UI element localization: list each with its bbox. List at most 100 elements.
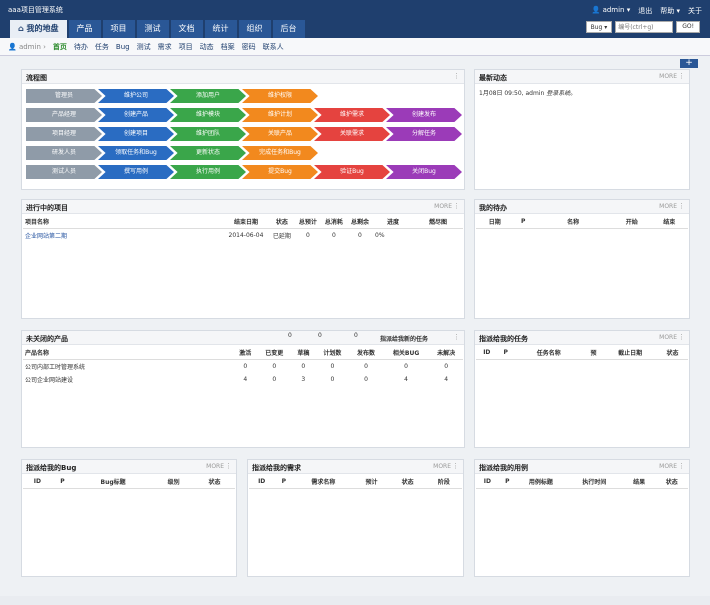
col-header[interactable]: 已变更	[257, 346, 292, 360]
more-link[interactable]: MORE	[659, 203, 677, 210]
subnav-story[interactable]: 需求	[157, 42, 172, 51]
flow-step[interactable]: 维护团队	[170, 127, 246, 141]
col-header[interactable]: 计划数	[315, 346, 350, 360]
flow-step[interactable]: 维护计划	[242, 108, 318, 122]
panel-menu-icon[interactable]: ⋮	[678, 462, 685, 470]
search-go-button[interactable]: GO!	[676, 21, 700, 33]
panel-menu-icon[interactable]: ⋮	[453, 72, 460, 80]
col-header[interactable]: 结束日期	[223, 215, 269, 229]
col-header[interactable]: ID	[476, 475, 499, 489]
col-header[interactable]: P	[498, 475, 516, 489]
col-header[interactable]: 结果	[622, 475, 656, 489]
subnav-bug[interactable]: Bug	[115, 42, 130, 51]
col-header[interactable]: 状态	[268, 215, 295, 229]
col-header[interactable]: 截止日期	[603, 346, 658, 360]
col-header[interactable]: 总剩余	[346, 215, 373, 229]
col-header[interactable]: 相关BUG	[382, 346, 430, 360]
product-name[interactable]: 公司企业网站建设	[25, 377, 74, 384]
col-header[interactable]: 发布数	[349, 346, 383, 360]
col-header[interactable]: 进度	[373, 215, 413, 229]
subnav-test[interactable]: 测试	[136, 42, 151, 51]
flow-step[interactable]: 添加用户	[170, 89, 246, 103]
col-header[interactable]: 日期	[476, 215, 514, 229]
subnav-password[interactable]: 密码	[241, 42, 256, 51]
tab-doc[interactable]: 文档	[170, 20, 203, 38]
col-header[interactable]: 未解决	[429, 346, 463, 360]
flow-step[interactable]: 创建发布	[386, 108, 462, 122]
col-header[interactable]: ID	[23, 475, 52, 489]
more-link[interactable]: MORE	[433, 463, 451, 470]
flow-step[interactable]: 关联产品	[242, 127, 318, 141]
flow-step[interactable]: 维护模块	[170, 108, 246, 122]
panel-menu-icon[interactable]: ⋮	[678, 333, 685, 341]
flow-step[interactable]: 维护需求	[314, 108, 390, 122]
user-menu[interactable]: 👤 admin ▾	[591, 6, 631, 14]
subnav-todo[interactable]: 待办	[73, 42, 88, 51]
col-header[interactable]: 草稿	[291, 346, 316, 360]
tab-company[interactable]: 组织	[238, 20, 271, 38]
col-header[interactable]: 名称	[533, 215, 614, 229]
flow-step[interactable]: 领取任务和Bug	[98, 146, 174, 160]
col-header[interactable]: 状态	[389, 475, 426, 489]
dynamic-entry-action[interactable]: 登录系统	[546, 90, 571, 97]
tab-report[interactable]: 统计	[204, 20, 237, 38]
flow-step[interactable]: 创建产品	[98, 108, 174, 122]
col-header[interactable]: 阶段	[425, 475, 462, 489]
col-header[interactable]: 任务名称	[513, 346, 584, 360]
col-header[interactable]: Bug标题	[73, 475, 154, 489]
panel-menu-icon[interactable]: ⋮	[225, 462, 232, 470]
project-link[interactable]: 企业网站第二期	[25, 233, 68, 240]
col-header[interactable]: P	[497, 346, 514, 360]
panel-menu-icon[interactable]: ⋮	[678, 202, 685, 210]
flow-step[interactable]: 创建项目	[98, 127, 174, 141]
tab-my[interactable]: ⌂ 我的地盘	[10, 20, 67, 38]
col-header[interactable]: 项目名称	[23, 215, 223, 229]
col-header[interactable]: 用例标题	[515, 475, 566, 489]
more-link[interactable]: MORE	[434, 203, 452, 210]
subnav-dynamic[interactable]: 动态	[199, 42, 214, 51]
col-header[interactable]: 状态	[655, 475, 688, 489]
col-header[interactable]: ID	[476, 346, 498, 360]
col-header[interactable]: 预计	[353, 475, 390, 489]
col-header[interactable]: 结束	[650, 215, 688, 229]
col-header[interactable]: 开始	[613, 215, 651, 229]
subnav-project[interactable]: 项目	[178, 42, 193, 51]
col-header[interactable]: 需求名称	[293, 475, 354, 489]
about-link[interactable]: 关于	[688, 7, 702, 15]
flow-step[interactable]: 关联需求	[314, 127, 390, 141]
subnav-home[interactable]: 首页	[52, 42, 67, 51]
flow-step[interactable]: 分解任务	[386, 127, 462, 141]
col-header[interactable]: P	[274, 475, 294, 489]
help-menu[interactable]: 帮助 ▾	[660, 7, 680, 15]
search-type-select[interactable]: Bug ▾	[585, 21, 613, 33]
flow-step[interactable]: 撰写用例	[98, 165, 174, 179]
col-header[interactable]: 激活	[233, 346, 258, 360]
col-header[interactable]: P	[513, 215, 534, 229]
tab-admin[interactable]: 后台	[272, 20, 305, 38]
flow-step[interactable]: 关闭Bug	[386, 165, 462, 179]
flow-step[interactable]: 提交Bug	[242, 165, 318, 179]
tab-test[interactable]: 测试	[136, 20, 169, 38]
col-header[interactable]: 级别	[153, 475, 195, 489]
project-name[interactable]: 企业网站第二期	[23, 229, 223, 243]
subnav-contacts[interactable]: 联系人	[262, 42, 284, 51]
more-link[interactable]: MORE	[659, 463, 677, 470]
flow-step[interactable]: 完成任务和Bug	[242, 146, 318, 160]
product-name[interactable]: 公司内部工时管理系统	[25, 364, 86, 371]
col-header[interactable]: 产品名称	[23, 346, 233, 360]
flow-step[interactable]: 执行用例	[170, 165, 246, 179]
panel-menu-icon[interactable]: ⋮	[453, 333, 460, 341]
add-block-button[interactable]: +	[680, 59, 698, 68]
logout-link[interactable]: 退出	[638, 7, 653, 15]
flow-step[interactable]: 验证Bug	[314, 165, 390, 179]
col-header[interactable]: 总消耗	[320, 215, 347, 229]
flow-step[interactable]: 维护权限	[242, 89, 318, 103]
col-header[interactable]: 状态	[657, 346, 688, 360]
panel-menu-icon[interactable]: ⋮	[453, 202, 460, 210]
panel-menu-icon[interactable]: ⋮	[678, 72, 685, 80]
tab-project[interactable]: 项目	[102, 20, 135, 38]
search-input[interactable]	[615, 21, 674, 33]
more-link[interactable]: MORE	[659, 334, 677, 341]
col-header[interactable]: 执行时间	[565, 475, 623, 489]
col-header[interactable]: P	[51, 475, 74, 489]
